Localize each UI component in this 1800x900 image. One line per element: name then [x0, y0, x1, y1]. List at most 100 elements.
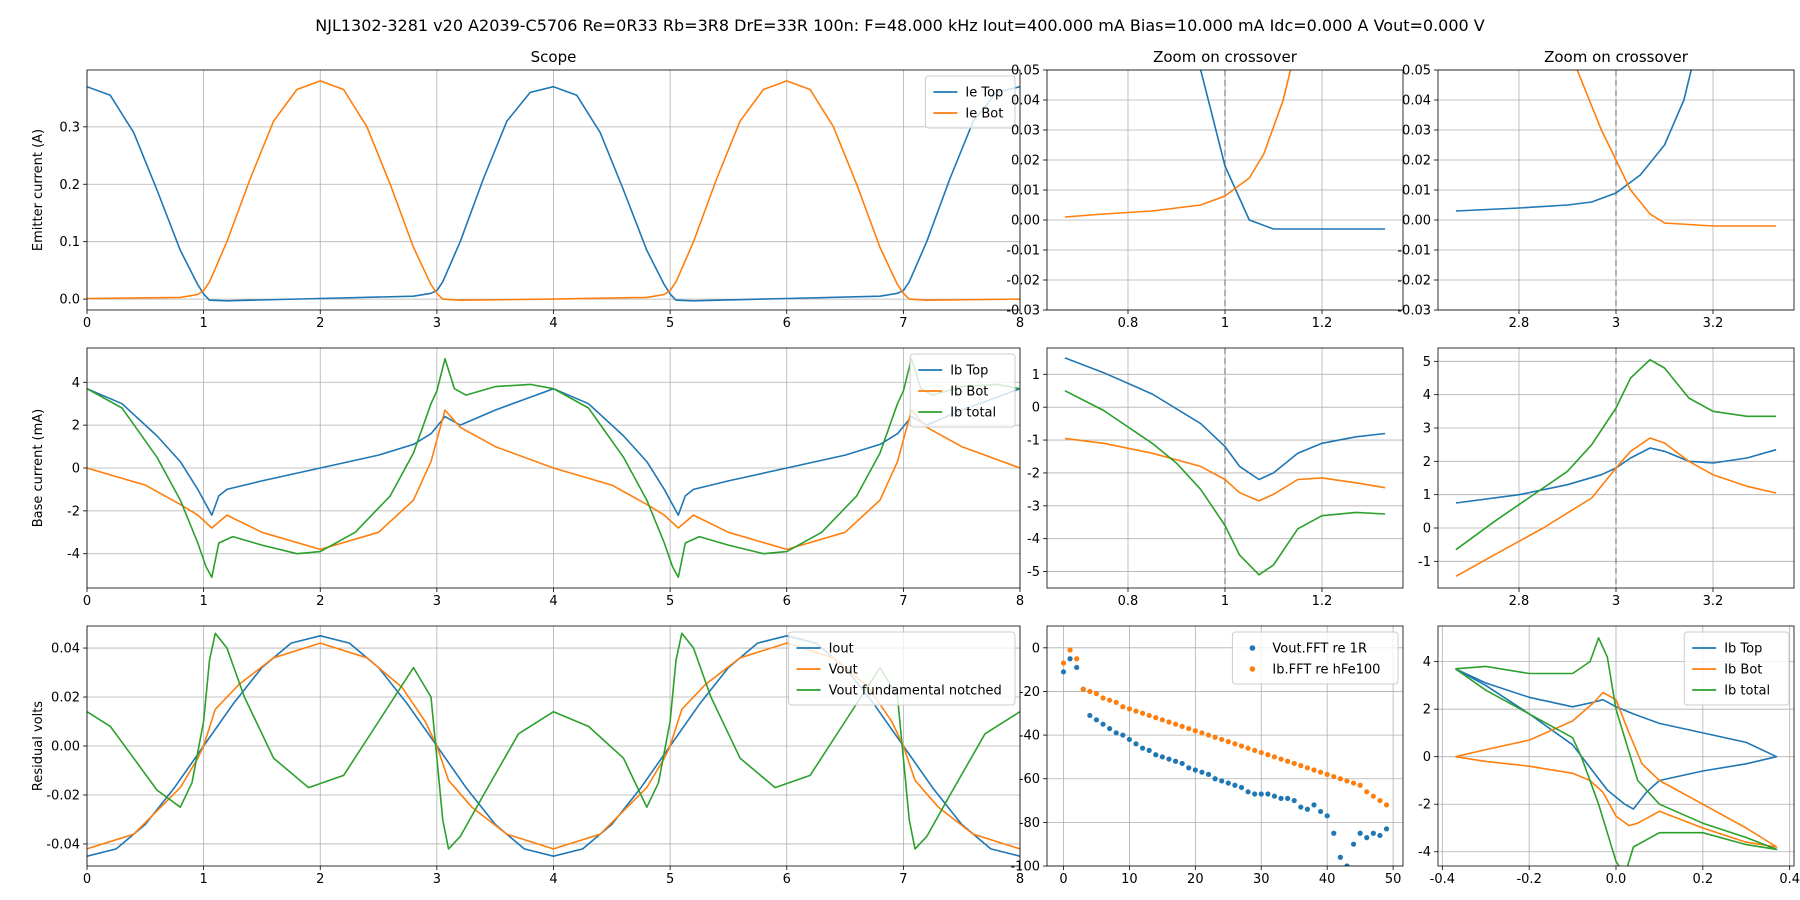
- data-point: [1350, 841, 1357, 847]
- x-tick-label: 0: [83, 316, 91, 331]
- x-tick-label: 2.8: [1509, 594, 1530, 609]
- data-point: [1271, 793, 1278, 799]
- x-tick-label: 1: [1221, 594, 1229, 609]
- y-tick-label: 0.00: [1011, 214, 1040, 229]
- series-group: [1455, 358, 1777, 577]
- x-tick-label: 5: [666, 872, 674, 887]
- x-tick-label: 6: [783, 872, 791, 887]
- data-point: [1080, 686, 1086, 692]
- axes-frame: [86, 347, 1021, 589]
- panel-title: Zoom on crossover: [1544, 48, 1689, 66]
- x-tick-label: 7: [899, 872, 907, 887]
- y-tick-label: 0.00: [1402, 214, 1431, 229]
- data-point: [1370, 793, 1376, 799]
- y-tick-label: 0.04: [51, 642, 80, 657]
- x-tick-label: 1.2: [1312, 316, 1333, 331]
- legend-label: Ib.FFT re hFe100: [1272, 663, 1380, 678]
- y-tick-label: -0.03: [1006, 304, 1040, 319]
- data-point: [1146, 747, 1152, 753]
- data-point: [1383, 826, 1390, 832]
- y-tick-label: 0.02: [51, 691, 80, 706]
- legend-box: [924, 75, 1016, 129]
- x-tick-label: 2: [316, 872, 324, 887]
- data-point: [1186, 765, 1192, 771]
- axes-frame: [86, 625, 1021, 867]
- data-point: [1093, 691, 1100, 697]
- x-tick-label: 3.2: [1703, 316, 1724, 331]
- series-line: [1455, 437, 1777, 577]
- panel-residual-scope: 0 1 2 3 4 5 6 7 8 -0.04 -0.02 0.00 0.02 0.04 Residual …: [31, 625, 1024, 887]
- legend-label: Ie Bot: [965, 107, 1003, 122]
- y-tick-label: -1: [1027, 434, 1040, 449]
- legend: Ib Top Ib Bot Ib total: [909, 353, 1016, 428]
- panels: 0 1 2 3 4 5 6 7 8 0.0 0.1 0.2 0.3 Scope Emitter curren…: [31, 48, 1800, 887]
- data-point: [1199, 769, 1205, 775]
- data-point: [1252, 791, 1258, 797]
- y-tick-label: 4: [1423, 388, 1431, 403]
- legend-label: Vout.FFT re 1R: [1272, 642, 1367, 657]
- data-point: [1179, 723, 1185, 729]
- y-tick-label: 0.02: [1402, 154, 1431, 169]
- series-line: [87, 357, 1020, 579]
- x-tick-label: 8: [1016, 316, 1024, 331]
- data-point: [1298, 763, 1304, 769]
- y-tick-label: -4: [67, 547, 80, 562]
- data-point: [1324, 813, 1330, 819]
- x-tick-label: 6: [783, 594, 791, 609]
- x-tick-label: 0.8: [1118, 594, 1139, 609]
- x-tick-label: 8: [1016, 872, 1024, 887]
- data-point: [1285, 758, 1291, 764]
- x-tick-label: 3: [1612, 594, 1620, 609]
- data-point: [1370, 830, 1376, 836]
- legend-label: Iout: [829, 642, 854, 657]
- data-point: [1337, 854, 1343, 860]
- data-point: [1344, 778, 1350, 784]
- data-point: [1212, 776, 1218, 782]
- series-line: [1064, 357, 1386, 481]
- data-point: [1067, 656, 1073, 662]
- data-point: [1199, 730, 1205, 736]
- axes-frame: [1437, 347, 1795, 589]
- x-tick-label: 3: [433, 594, 441, 609]
- x-tick-label: 3: [1612, 316, 1620, 331]
- data-point: [1060, 660, 1067, 666]
- legend: Iout Vout Vout fundamental notched: [788, 631, 1016, 706]
- data-point: [1383, 802, 1390, 808]
- data-point: [1238, 784, 1245, 791]
- x-tick-label: 1: [199, 594, 207, 609]
- data-point: [1133, 708, 1139, 714]
- x-tick-label: 0.8: [1118, 316, 1139, 331]
- data-point: [1120, 732, 1126, 738]
- y-tick-label: 0: [72, 462, 80, 477]
- panel-fft: 0 10 20 30 40 50 -100 -80 -60 -40 -20 0 Vout.FFT re …: [1010, 625, 1404, 887]
- data-point: [1139, 745, 1146, 751]
- data-point: [1219, 778, 1225, 784]
- data-point: [1067, 647, 1073, 653]
- y-tick-label: 0.04: [1011, 94, 1040, 109]
- series-line: [1064, 70, 1292, 218]
- y-tick-label: 0.01: [1011, 184, 1040, 199]
- data-point: [1324, 771, 1330, 777]
- y-tick-label: 3: [1423, 422, 1431, 437]
- y-tick-label: -2: [67, 504, 80, 519]
- y-tick-label: 0.03: [1402, 124, 1431, 139]
- panel-emitter-zoom-1: 0.8 1 1.2 -0.03 -0.02 -0.01 0.00 0.01 0.02 0.03 0.…: [1006, 48, 1404, 331]
- y-tick-label: 0: [1423, 750, 1431, 765]
- data-point: [1159, 717, 1165, 723]
- x-tick-label: 6: [783, 316, 791, 331]
- y-tick-label: 0: [1032, 641, 1040, 656]
- y-axis-label: Emitter current (A): [31, 129, 46, 251]
- y-tick-label: -0.02: [1397, 274, 1431, 289]
- data-point: [1219, 736, 1225, 743]
- data-point: [1179, 760, 1185, 767]
- legend-label: Ib total: [950, 406, 996, 421]
- data-point: [1311, 767, 1317, 773]
- data-point: [1377, 797, 1383, 804]
- data-point: [1192, 767, 1198, 773]
- data-point: [1304, 765, 1311, 771]
- y-tick-label: -0.04: [46, 837, 80, 852]
- data-point: [1331, 830, 1337, 836]
- legend-label: Ib Bot: [950, 385, 988, 400]
- series-line: [87, 409, 1020, 551]
